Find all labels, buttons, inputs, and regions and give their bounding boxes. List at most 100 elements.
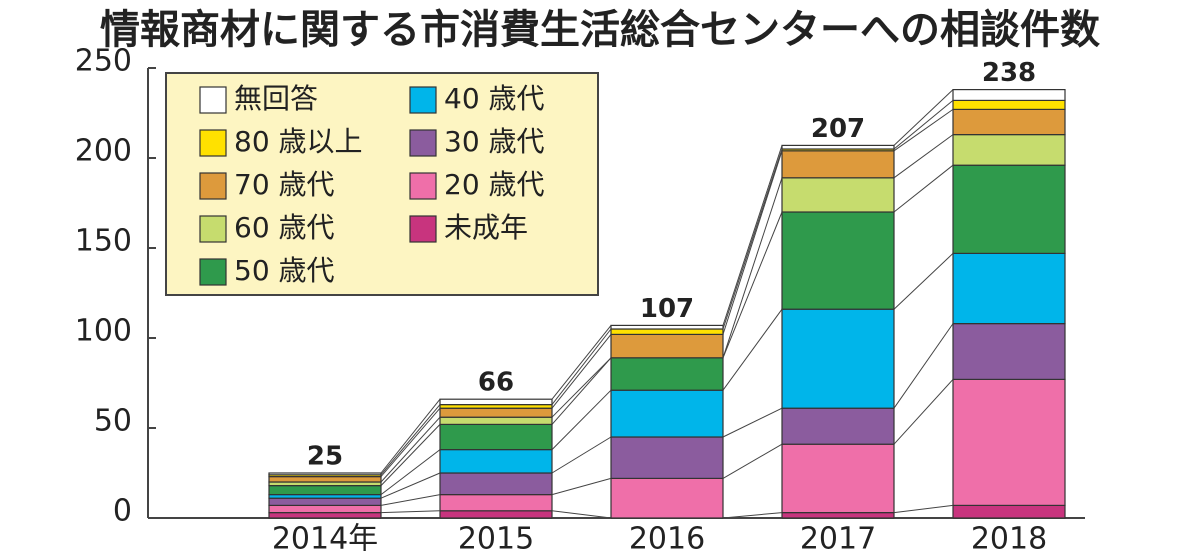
connector bbox=[380, 510, 441, 514]
total-label: 107 bbox=[640, 294, 694, 324]
legend-swatch bbox=[199, 258, 227, 286]
connector bbox=[893, 100, 954, 150]
bar-segment bbox=[610, 436, 724, 480]
x-tick-label: 2014年 bbox=[272, 522, 378, 557]
connector bbox=[722, 145, 783, 326]
connector bbox=[380, 449, 441, 495]
legend-label: 20 歳代 bbox=[444, 168, 545, 201]
legend-label: 未成年 bbox=[444, 211, 528, 244]
y-tick-label: 150 bbox=[75, 224, 132, 259]
bar-segment bbox=[781, 308, 895, 409]
legend-label: 30 歳代 bbox=[444, 125, 545, 158]
bar-segment bbox=[439, 510, 553, 519]
bar-segment bbox=[781, 407, 895, 445]
bar-segment bbox=[268, 497, 382, 507]
bar-segment bbox=[952, 164, 1066, 254]
y-tick-label: 0 bbox=[113, 494, 132, 529]
bar-segment bbox=[952, 108, 1066, 136]
legend-swatch bbox=[199, 215, 227, 243]
connector bbox=[551, 334, 612, 409]
connector bbox=[893, 89, 954, 146]
legend-swatch bbox=[409, 215, 437, 243]
bar-segment bbox=[781, 177, 895, 213]
bar-segment bbox=[268, 504, 382, 514]
bar-segment bbox=[952, 99, 1066, 111]
bar-segment bbox=[268, 485, 382, 496]
connector bbox=[551, 510, 612, 519]
bar-segment bbox=[439, 416, 553, 426]
connector bbox=[551, 325, 612, 400]
bar-segment bbox=[268, 476, 382, 483]
bar-segment bbox=[439, 449, 553, 474]
connector bbox=[551, 328, 612, 405]
legend-box bbox=[165, 72, 599, 296]
legend-label: 無回答 bbox=[234, 82, 318, 115]
bar-segment bbox=[781, 443, 895, 514]
bar-segment bbox=[439, 407, 553, 418]
legend-swatch bbox=[409, 129, 437, 157]
connector bbox=[893, 323, 954, 409]
legend-swatch bbox=[199, 86, 227, 114]
bar-segment bbox=[268, 511, 382, 519]
bar-segment bbox=[439, 472, 553, 496]
bar-segment bbox=[610, 357, 724, 391]
bar-segment bbox=[952, 134, 1066, 166]
legend-swatch bbox=[409, 172, 437, 200]
legend-label: 70 歳代 bbox=[234, 168, 335, 201]
bar-segment bbox=[781, 211, 895, 310]
connector bbox=[551, 357, 612, 418]
bar-segment bbox=[439, 423, 553, 451]
connector bbox=[893, 504, 954, 514]
connector bbox=[380, 424, 441, 486]
connector bbox=[380, 407, 441, 477]
bar-segment bbox=[268, 472, 382, 476]
connector bbox=[551, 389, 612, 450]
connector bbox=[380, 404, 441, 476]
bar-segment bbox=[781, 511, 895, 519]
legend-swatch bbox=[199, 129, 227, 157]
connector bbox=[380, 494, 441, 506]
connector bbox=[893, 253, 954, 310]
connector bbox=[380, 398, 441, 474]
connector bbox=[722, 148, 783, 330]
bar-segment bbox=[610, 333, 724, 359]
connector bbox=[380, 416, 441, 483]
connector bbox=[722, 211, 783, 358]
x-tick-label: 2015 bbox=[458, 522, 534, 557]
y-tick-label: 200 bbox=[75, 134, 132, 169]
x-tick-label: 2017 bbox=[800, 522, 876, 557]
bar-segment bbox=[781, 144, 895, 150]
bar-segment bbox=[610, 328, 724, 336]
bar-segment bbox=[952, 323, 1066, 381]
y-tick-label: 50 bbox=[94, 404, 132, 439]
connector bbox=[551, 357, 612, 425]
connector bbox=[893, 134, 954, 179]
legend-swatch bbox=[199, 172, 227, 200]
chart-title: 情報商材に関する市消費生活総合センターへの相談件数 bbox=[100, 7, 1100, 53]
bar-segment bbox=[610, 324, 724, 330]
y-tick-label: 250 bbox=[75, 44, 132, 79]
total-label: 25 bbox=[307, 442, 343, 472]
bar-segment bbox=[439, 494, 553, 512]
bar-segment bbox=[952, 252, 1066, 325]
connector bbox=[551, 477, 612, 496]
bar-segment bbox=[610, 389, 724, 438]
bar-segment bbox=[439, 398, 553, 406]
bar-segment bbox=[610, 477, 724, 519]
bar-segment bbox=[781, 150, 895, 179]
connector bbox=[380, 472, 441, 499]
connector bbox=[893, 108, 954, 152]
connector bbox=[722, 512, 783, 519]
connector bbox=[722, 407, 783, 438]
legend-label: 80 歳以上 bbox=[234, 125, 363, 158]
legend-label: 50 歳代 bbox=[234, 254, 335, 287]
bar-segment bbox=[952, 378, 1066, 506]
y-tick-label: 100 bbox=[75, 314, 132, 349]
connector bbox=[722, 443, 783, 479]
bar-segment bbox=[952, 504, 1066, 519]
total-label: 207 bbox=[811, 114, 865, 144]
bar-segment bbox=[952, 88, 1066, 101]
x-tick-label: 2016 bbox=[629, 522, 705, 557]
x-tick-label: 2018 bbox=[971, 522, 1047, 557]
